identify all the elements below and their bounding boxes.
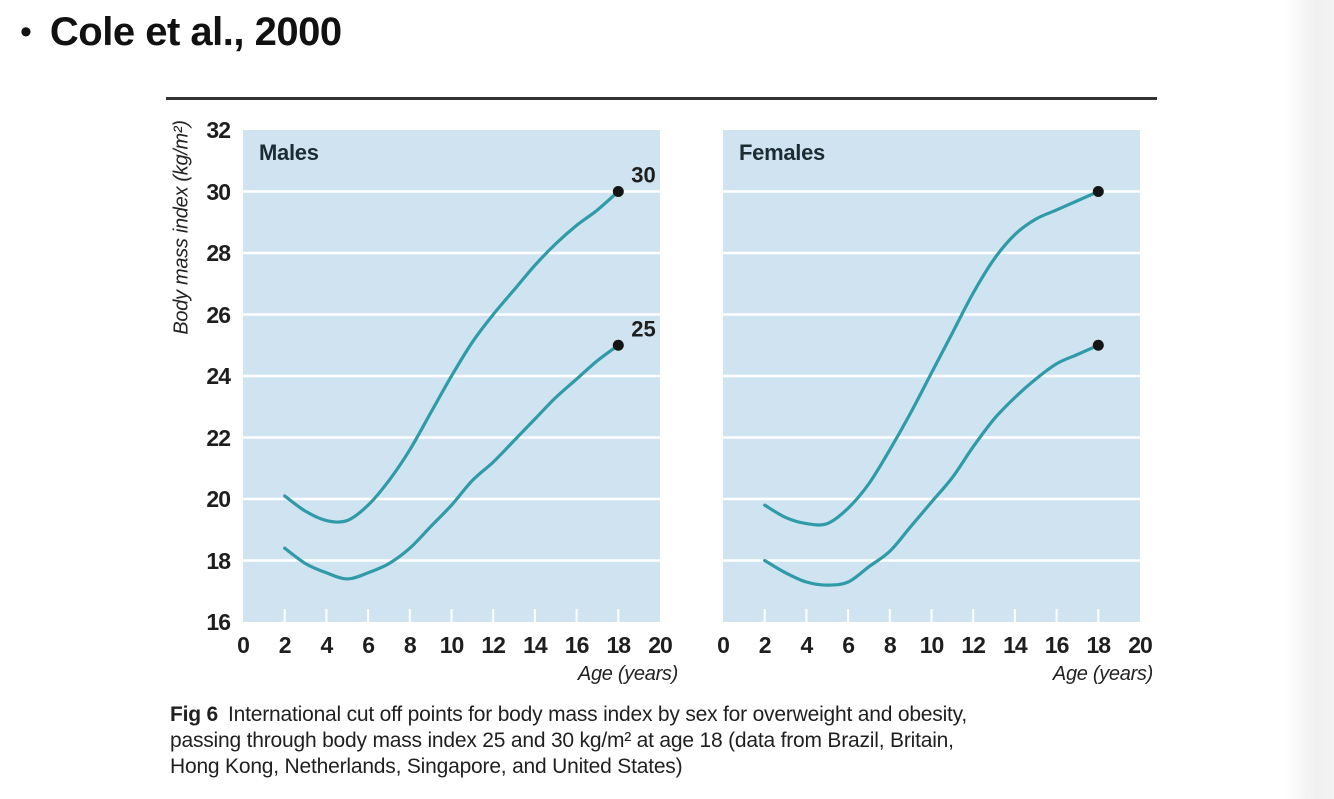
x-tick-label: 6 [362,632,375,658]
females-chart-svg [723,130,1140,622]
y-tick-label: 26 [206,301,231,328]
slide-title-row: • Cole et al., 2000 [20,8,342,56]
right-edge-strip [1284,0,1334,799]
y-tick-label: 16 [206,609,231,635]
y-tick-label: 30 [206,178,231,205]
caption-line-3: Hong Kong, Netherlands, Singapore, and U… [170,755,683,778]
x-tick-label: 0 [237,632,250,658]
bmi-cutoff-curve [283,189,620,524]
x-tick-label: 12 [961,632,986,658]
x-tick-label: 20 [648,632,673,658]
x-tick-label: 10 [439,632,465,658]
caption-line-2: passing through body mass index 25 and 3… [170,729,954,752]
x-tick-label: 2 [758,632,772,658]
y-tick-label: 32 [206,117,231,143]
figure-caption: Fig 6 International cut off points for bo… [170,702,967,780]
y-tick-label: 20 [206,486,231,512]
x-tick-label: 8 [403,632,417,658]
y-tick-label: 28 [206,240,231,266]
males-x-axis-tick-labels: 0 2 4 6 8 10 12 14 16 18 20 [237,632,673,662]
x-tick-label: 4 [800,632,813,658]
y-tick-label: 24 [206,363,231,389]
females-x-axis-title: Age (years) [1052,663,1153,685]
curve-end-label: 30 [631,163,655,188]
curve-end-dot [612,339,624,351]
x-tick-label: 20 [1128,632,1153,658]
caption-line-1: Fig 6 International cut off points for bo… [170,702,967,728]
x-tick-label: 18 [1086,632,1112,658]
curve-end-label: 25 [631,316,655,341]
caption-line-1-text: International cut off points for body ma… [228,703,968,726]
caption-fig-label: Fig 6 [170,703,219,726]
bmi-cutoff-curve [763,189,1100,527]
females-x-axis-tick-labels: 0 2 4 6 8 10 12 14 16 18 20 [717,632,1153,662]
page-title: Cole et al., 2000 [49,10,342,54]
x-tick-label: 8 [883,632,897,658]
bullet-marker: • [20,13,32,51]
x-tick-label: 14 [1003,632,1028,658]
bmi-cutoff-curve [763,343,1100,587]
x-tick-label: 6 [842,632,855,658]
x-tick-label: 10 [919,632,945,658]
y-tick-label: 22 [206,424,231,451]
x-tick-label: 4 [320,632,333,658]
males-x-axis-title: Age (years) [577,663,678,685]
males-panel-title: Males [259,140,319,165]
males-panel: 30 25 Males [243,130,660,622]
y-axis-tick-labels: 16 18 20 22 24 26 28 30 32 [150,117,231,635]
females-panel-title: Females [739,140,825,165]
curve-end-dot [612,186,624,197]
females-panel: Females [723,130,1140,622]
x-tick-label: 14 [523,632,548,658]
x-tick-label: 16 [1044,632,1070,658]
x-tick-label: 16 [564,632,590,658]
x-tick-label: 0 [717,632,730,658]
figure-top-rule [166,97,1157,100]
y-tick-label: 18 [206,547,231,574]
x-tick-label: 18 [606,632,632,658]
curve-end-dot [1092,186,1104,197]
x-tick-label: 2 [278,632,292,658]
males-chart-svg: 30 25 [243,130,660,622]
x-tick-label: 12 [481,632,506,658]
bmi-cutoff-curve [283,343,620,581]
curve-end-dot [1092,339,1104,351]
